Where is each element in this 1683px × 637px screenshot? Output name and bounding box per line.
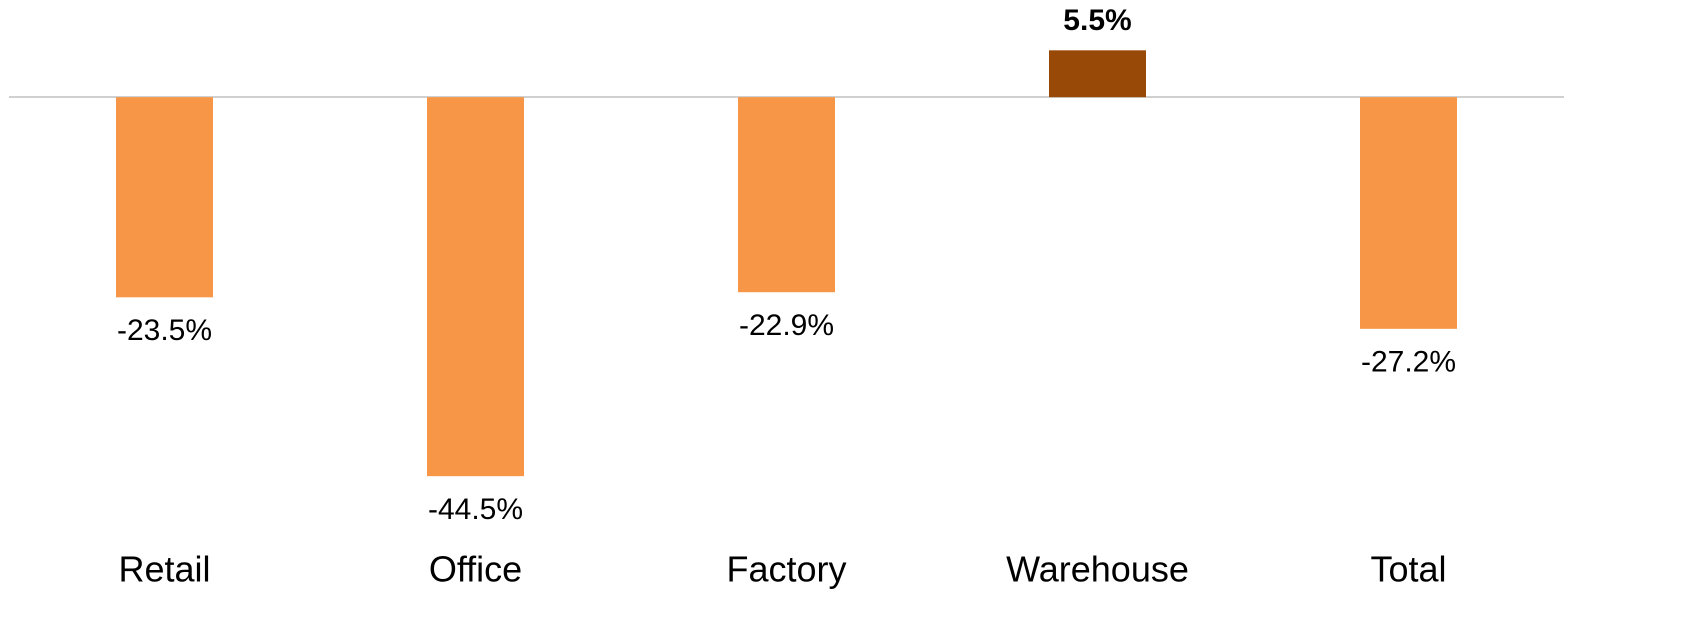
value-label: -44.5% — [428, 493, 523, 526]
bar — [1360, 97, 1457, 329]
value-label: 5.5% — [1063, 4, 1131, 37]
bar — [427, 97, 524, 477]
x-tick-label: Warehouse — [1006, 549, 1189, 590]
value-label: -22.9% — [739, 309, 834, 342]
bar — [738, 97, 835, 293]
x-tick-label: Factory — [726, 549, 846, 590]
x-tick-label: Retail — [118, 549, 210, 590]
value-label: -27.2% — [1361, 346, 1456, 379]
value-label: -23.5% — [117, 314, 212, 347]
x-tick-label: Total — [1370, 549, 1446, 590]
bar — [1049, 50, 1146, 98]
x-tick-label: Office — [429, 549, 522, 590]
bar — [116, 97, 213, 298]
